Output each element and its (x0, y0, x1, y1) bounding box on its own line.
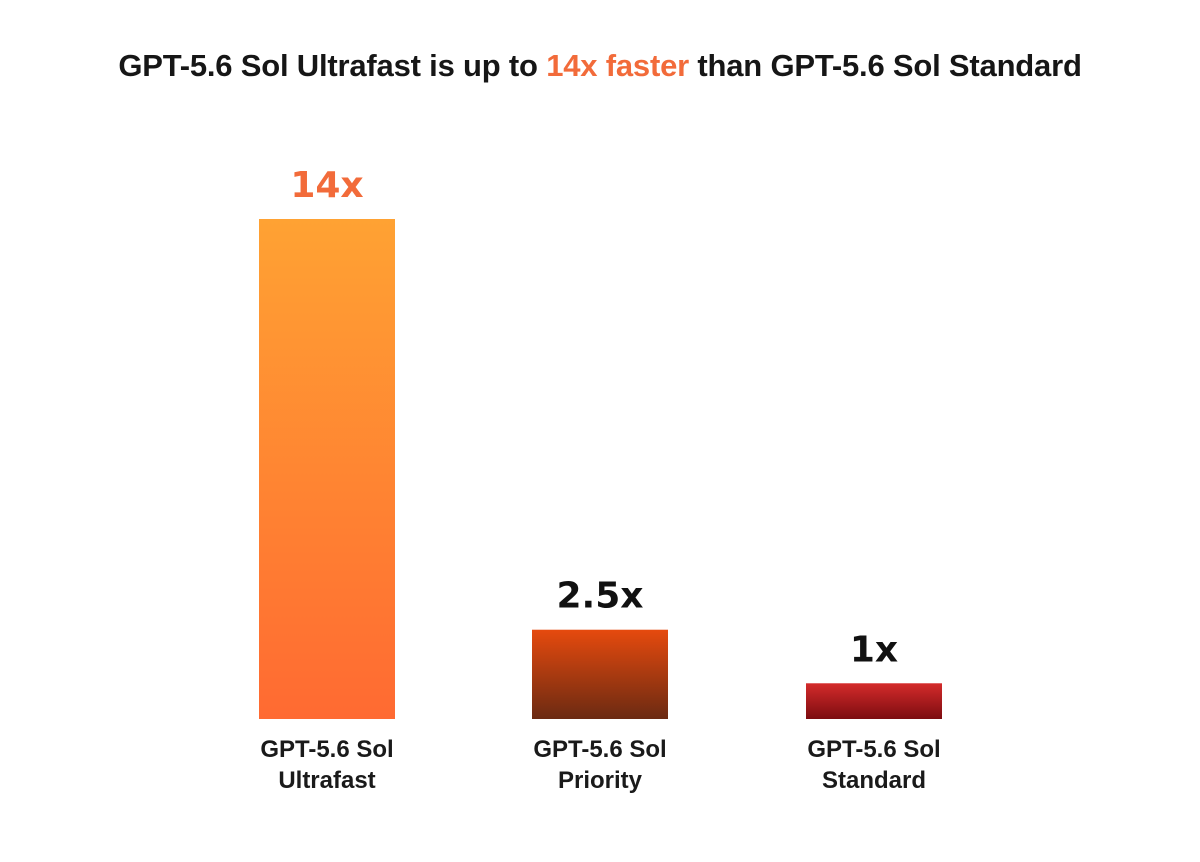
value-label-2: 2.5x (557, 576, 644, 617)
category-label-3: GPT-5.6 Sol Standard (807, 736, 940, 794)
category-label-2: GPT-5.6 Sol Priority (533, 736, 666, 794)
title-prefix: GPT-5.6 Sol Ultrafast is up to (118, 48, 547, 83)
value-label-3: 1x (850, 629, 898, 670)
title-highlight: 14x faster (546, 48, 689, 83)
category-label-1: GPT-5.6 Sol Ultrafast (260, 736, 393, 794)
bars-group (259, 219, 942, 719)
category-label-2-line-1: GPT-5.6 Sol (533, 736, 666, 763)
category-label-3-line-2: Standard (822, 767, 926, 794)
category-label-2-line-2: Priority (558, 767, 643, 794)
category-label-1-line-2: Ultrafast (278, 767, 375, 794)
chart-title: GPT-5.6 Sol Ultrafast is up to 14x faste… (0, 48, 1200, 84)
bar-3 (806, 683, 942, 719)
value-labels-group: 14x 2.5x 1x (290, 165, 898, 670)
title-suffix: than GPT-5.6 Sol Standard (688, 48, 1082, 83)
bar-2 (532, 629, 668, 719)
value-label-1: 14x (290, 165, 363, 206)
category-label-1-line-1: GPT-5.6 Sol (260, 736, 393, 763)
bar-1 (259, 219, 395, 719)
category-label-3-line-1: GPT-5.6 Sol (807, 736, 940, 763)
